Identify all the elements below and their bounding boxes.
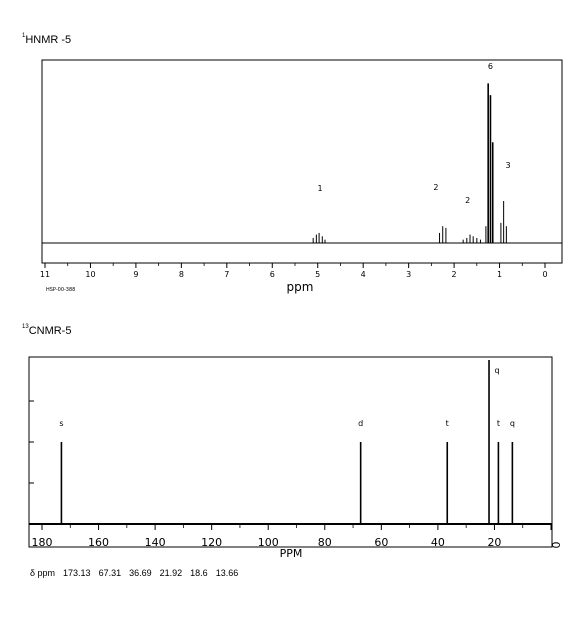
hnmr-title-superscript: 1: [22, 33, 26, 39]
hnmr-x-tick-label: 5: [315, 270, 320, 279]
hnmr-peak-annotation: 2: [433, 183, 438, 192]
cnmr-peak-label: q: [510, 419, 515, 428]
cnmr-y-ticks: [29, 400, 34, 484]
cnmr-peak-label: q: [494, 366, 499, 375]
hnmr-x-tick-label: 11: [40, 270, 50, 279]
hnmr-plot-frame: [41, 59, 563, 264]
hnmr-x-tick-label: 0: [542, 270, 547, 279]
hnmr-x-tick-label: 8: [179, 270, 184, 279]
cnmr-x-tick-label: 20: [487, 536, 501, 549]
cnmr-spectrum: s d t q t q 180 160 140 120 100 80 60 40 20 0 PPM: [28, 356, 563, 560]
cnmr-x-tick-label: 60: [374, 536, 388, 549]
cnmr-x-tick-label: 180: [32, 536, 53, 549]
cnmr-x-tick-label: 160: [88, 536, 109, 549]
cnmr-x-tick-label: 80: [318, 536, 332, 549]
shift-value: 21.92: [159, 568, 183, 578]
shift-value: 18.6: [190, 568, 208, 578]
shift-value: 36.69: [129, 568, 152, 578]
hnmr-peak-annotation: 3: [506, 161, 511, 170]
hnmr-x-tick-label: 7: [224, 270, 229, 279]
cnmr-x-tick-label: 40: [431, 536, 445, 549]
hnmr-title-text: HNMR -5: [25, 34, 72, 46]
hnmr-x-tick-label: 6: [270, 270, 275, 279]
hnmr-title: 1HNMR -5: [22, 33, 72, 46]
hnmr-x-tick-label: 1: [497, 270, 502, 279]
hnmr-peak-annotation: 6: [488, 62, 493, 71]
hnmr-x-tick-label: 4: [361, 270, 366, 279]
shift-value: 173.13: [63, 568, 91, 578]
hnmr-x-tick-label: 10: [85, 270, 95, 279]
cnmr-peak-label: s: [59, 419, 63, 428]
cnmr-title-text: CNMR-5: [28, 325, 72, 337]
hnmr-peak-annotation: 2: [465, 196, 470, 205]
cnmr-peak-label: d: [358, 419, 363, 428]
cnmr-title-superscript: 13: [22, 324, 29, 330]
cnmr-x-tick-label: 140: [145, 536, 166, 549]
cnmr-plot-frame: [28, 356, 553, 548]
hnmr-x-axis-label: ppm: [287, 280, 314, 294]
cnmr-x-tick-label: 100: [258, 536, 279, 549]
cnmr-x-tick-label: 0: [550, 542, 563, 549]
cnmr-x-tick-label: 120: [201, 536, 222, 549]
cnmr-peak-label: t: [446, 419, 449, 428]
cnmr-title: 13CNMR-5: [22, 324, 72, 337]
cnmr-x-axis-label: PPM: [280, 547, 303, 560]
shift-value: 67.31: [98, 568, 122, 578]
hnmr-x-tick-label: 2: [452, 270, 457, 279]
cnmr-peak-label: t: [497, 419, 500, 428]
hnmr-sample-code: HSP-00-388: [46, 287, 75, 293]
cnmr-shift-list: δ ppm 173.13 67.31 36.69 21.92 18.6 13.66: [30, 568, 254, 578]
shift-value: 13.66: [215, 568, 239, 578]
hnmr-x-tick-label: 3: [406, 270, 411, 279]
shift-list-label: δ ppm: [30, 568, 56, 578]
hnmr-peak-annotation: 1: [317, 184, 322, 193]
hnmr-x-tick-label: 9: [133, 270, 138, 279]
shift-values: 173.13 67.31 36.69 21.92 18.6 13.66: [63, 568, 246, 578]
